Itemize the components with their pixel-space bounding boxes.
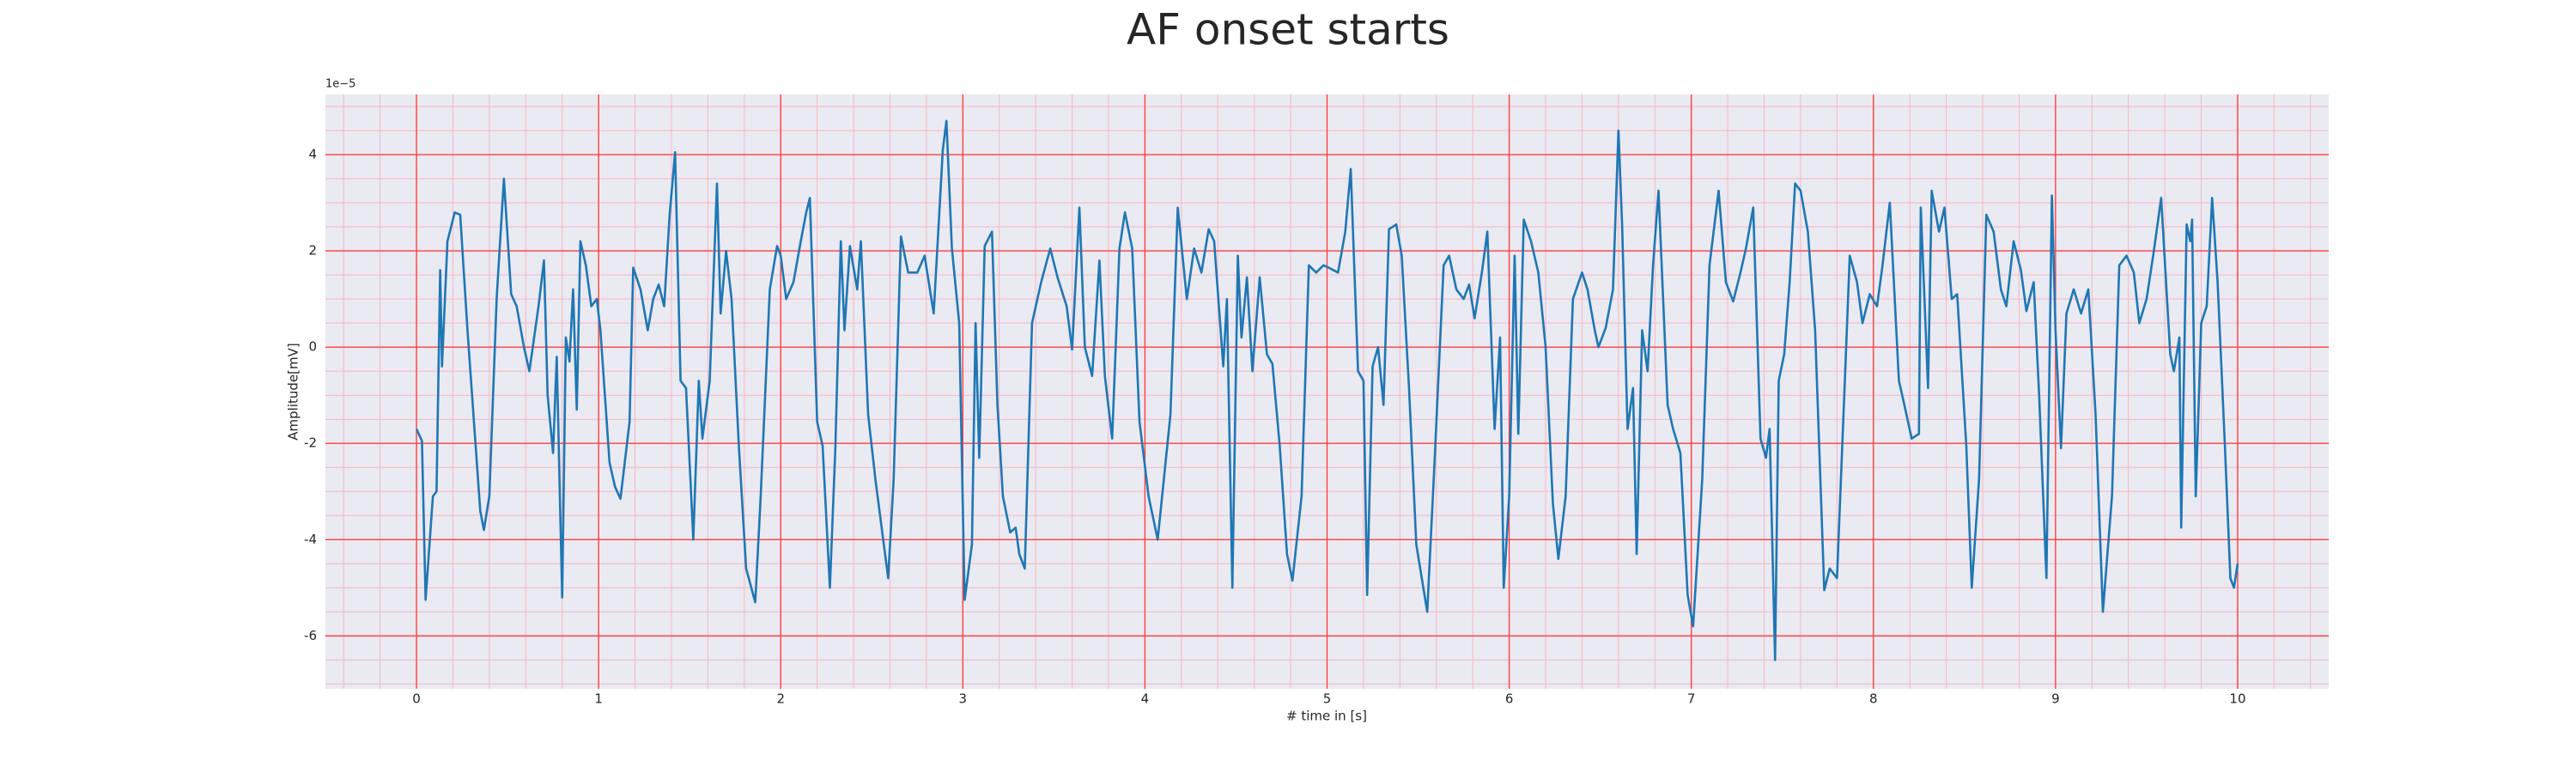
y-tick-label: 4: [308, 147, 317, 162]
signal-line: [415, 119, 2239, 661]
x-tick-label: 1: [594, 691, 603, 707]
x-tick-label: 3: [959, 691, 968, 707]
y-tick-label: 0: [308, 339, 317, 355]
x-tick-label: 2: [776, 691, 785, 707]
x-tick-label: 0: [412, 691, 421, 707]
y-offset-text: 1e−5: [325, 78, 355, 91]
y-axis-label: Amplitude[mV]: [286, 343, 301, 440]
x-tick-label: 4: [1141, 691, 1150, 707]
y-tick-label: -6: [304, 628, 317, 643]
x-tick-label: 9: [2051, 691, 2060, 707]
x-tick-label: 8: [1869, 691, 1878, 707]
y-tick-label: -2: [304, 435, 317, 451]
x-tick-label: 7: [1687, 691, 1696, 707]
x-tick-label: 5: [1323, 691, 1332, 707]
y-tick-label: 2: [308, 243, 317, 259]
x-axis-label: # time in [s]: [1286, 709, 1367, 724]
x-tick-label: 10: [2229, 691, 2245, 707]
chart-title: AF onset starts: [1127, 5, 1449, 55]
y-tick-label: -4: [304, 532, 317, 547]
x-tick-label: 6: [1505, 691, 1514, 707]
